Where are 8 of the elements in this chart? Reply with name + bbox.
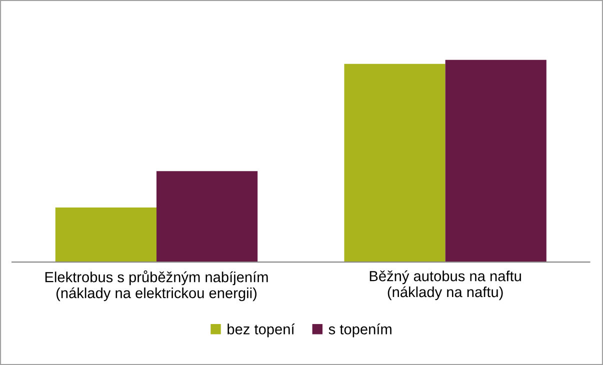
x-tick-label: Elektrobus s průběžným nabíjením (náklady na elektrickou energii): [45, 270, 268, 302]
bar: [55, 207, 156, 262]
bar: [445, 60, 546, 262]
bar: [156, 171, 258, 262]
legend-label: s topením: [328, 324, 392, 338]
legend-label: bez topení: [228, 324, 295, 338]
x-tick-label: Běžný autobus na naftu (náklady na naftu): [370, 270, 521, 300]
bar: [344, 64, 446, 262]
